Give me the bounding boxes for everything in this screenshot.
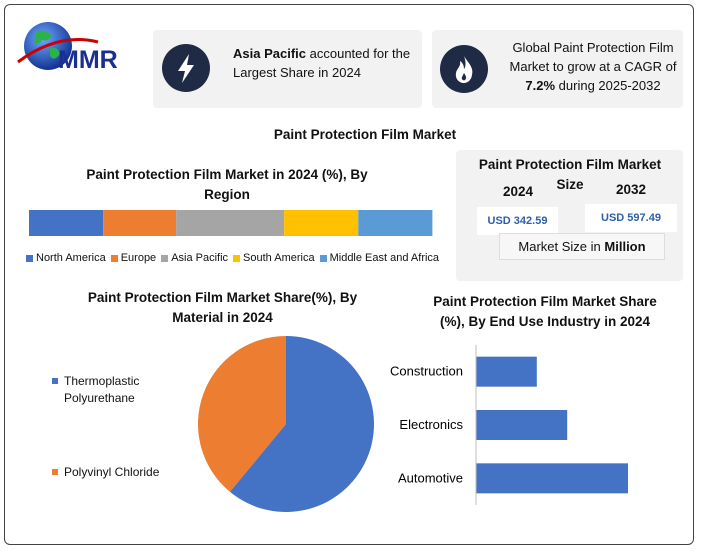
legend-marker (319, 254, 327, 262)
market-size-box: Paint Protection Film Market Size 2024 2… (456, 150, 683, 281)
highlight-bold: Asia Pacific (233, 46, 306, 61)
legend: North America Europe Asia Pacific South Ame… (26, 252, 439, 264)
highlight-rest: accounted for the Largest Share in 2024 (233, 46, 411, 80)
bar (476, 463, 628, 494)
bar (476, 356, 537, 387)
legend-label: Thermoplastic Polyurethane (64, 374, 140, 405)
legend-marker (26, 254, 33, 262)
highlight-rest: Global Paint Protection Film Market to g… (509, 40, 677, 74)
market-value: USD 342.59 (477, 207, 558, 235)
pie-slice (229, 336, 374, 512)
y-tick-label: Construction (390, 364, 463, 379)
legend-marker (233, 254, 241, 262)
page-title: Paint Protection Film Market (273, 127, 457, 142)
icon (440, 45, 488, 93)
note-unit: Million (604, 239, 646, 254)
bar-segment (284, 210, 359, 236)
legend-item: South America (233, 252, 315, 264)
highlight-box: Asia Pacific accounted for the Largest S… (153, 30, 422, 108)
legend-marker (161, 254, 169, 262)
legend-item: Thermoplastic Polyurethane (52, 373, 162, 407)
legend-label: Middle East and Africa (329, 252, 440, 264)
note-text: Market Size in (518, 239, 601, 254)
market-size-title: Paint Protection Film Market Size (478, 157, 662, 192)
legend-marker (52, 469, 58, 475)
legend-item: North America (26, 252, 106, 264)
highlight-bold: 7.2% (525, 78, 556, 93)
market-value: USD 597.49 (585, 204, 677, 232)
pie-slice (198, 336, 286, 492)
chart-title: Paint Protection Film Market Share (%), … (433, 294, 657, 329)
y-tick-label: Electronics (399, 417, 463, 432)
legend-marker (110, 254, 118, 262)
legend-label: North America (36, 252, 106, 264)
chart-title: Paint Protection Film Market Share(%), B… (87, 290, 358, 325)
year: 2032 (615, 182, 647, 197)
y-tick-label: Automotive (398, 470, 463, 485)
frame (4, 4, 694, 545)
icon (162, 44, 210, 92)
legend-label: Europe (120, 252, 157, 264)
legend-label: Polyvinyl Chloride (64, 465, 160, 479)
year: 2024 (502, 184, 534, 199)
legend-item: Asia Pacific (161, 252, 228, 264)
highlight-rest: during 2025-2032 (558, 78, 661, 93)
bar-segment (29, 210, 104, 236)
bar-segment (358, 210, 433, 236)
bar-segment (176, 210, 285, 236)
legend-item: Middle East and Africa (319, 252, 440, 264)
highlight-text: Global Paint Protection Film Market to g… (504, 38, 682, 95)
market-note: Market Size in Million (499, 233, 665, 260)
logo-text: MMR (58, 46, 118, 74)
legend-marker (52, 378, 58, 384)
legend-item: Polyvinyl Chloride (52, 464, 162, 481)
bar-segment (103, 210, 177, 236)
legend-label: South America (243, 252, 315, 264)
chart-title: Paint Protection Film Market in 2024 (%)… (86, 167, 368, 202)
highlight-text: Asia Pacific accounted for the Largest S… (233, 44, 419, 82)
highlight-box: Global Paint Protection Film Market to g… (432, 30, 683, 108)
logo: MMR (17, 22, 118, 74)
legend-item: Europe (110, 252, 157, 264)
legend-label: Asia Pacific (171, 252, 229, 264)
bar (476, 410, 568, 440)
